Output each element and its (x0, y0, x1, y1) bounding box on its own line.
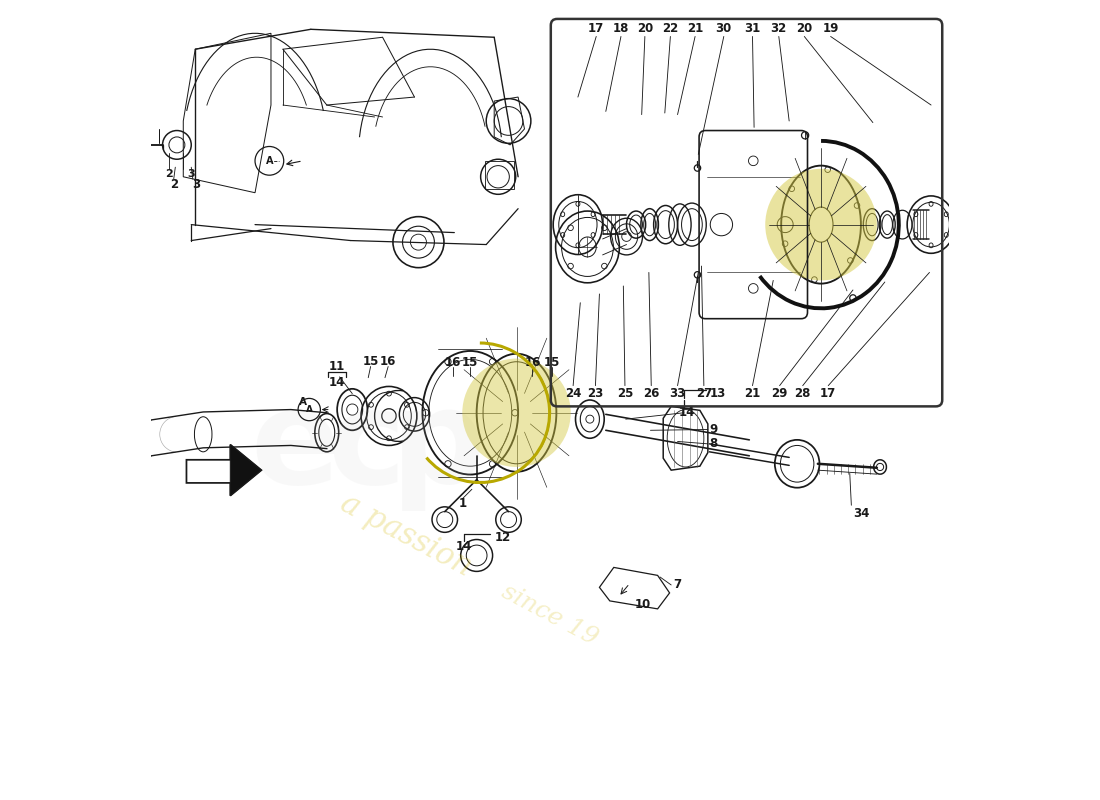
Text: 15: 15 (362, 355, 378, 368)
Text: a passion: a passion (336, 488, 477, 583)
Text: 21: 21 (745, 387, 760, 400)
Text: 8: 8 (710, 438, 717, 450)
Text: 18: 18 (613, 22, 629, 35)
Text: 3: 3 (192, 178, 200, 191)
Text: 22: 22 (662, 22, 679, 35)
Text: 2: 2 (169, 178, 178, 191)
Text: 19: 19 (823, 22, 839, 35)
Text: e: e (250, 384, 340, 511)
Text: 17: 17 (821, 387, 836, 400)
Text: p: p (392, 384, 485, 511)
Text: A: A (306, 405, 312, 414)
Text: 1: 1 (459, 497, 466, 510)
Text: 14: 14 (455, 540, 472, 553)
Text: 7: 7 (673, 578, 682, 591)
Text: 26: 26 (644, 387, 659, 400)
Text: 31: 31 (745, 22, 760, 35)
Circle shape (766, 169, 877, 281)
Text: 15: 15 (543, 356, 560, 369)
Text: 30: 30 (716, 22, 732, 35)
Text: 3: 3 (187, 170, 195, 179)
Text: 25: 25 (617, 387, 634, 400)
Text: 2: 2 (165, 170, 173, 179)
Circle shape (462, 358, 571, 467)
Text: A: A (265, 156, 273, 166)
Text: 16: 16 (525, 356, 540, 369)
Text: 10: 10 (635, 598, 650, 611)
Text: 28: 28 (794, 387, 811, 400)
Text: 13: 13 (710, 387, 726, 400)
Text: 34: 34 (852, 506, 869, 520)
Polygon shape (230, 445, 262, 496)
Text: 16: 16 (444, 356, 461, 369)
Text: 32: 32 (771, 22, 786, 35)
Text: 9: 9 (710, 423, 717, 436)
Text: 17: 17 (588, 22, 604, 35)
Text: 15: 15 (462, 356, 478, 369)
Text: c: c (328, 384, 406, 511)
Text: since 19: since 19 (498, 580, 602, 650)
Text: 12: 12 (494, 530, 510, 544)
Text: 20: 20 (637, 22, 653, 35)
Text: 11: 11 (329, 360, 345, 373)
Text: 16: 16 (379, 355, 396, 368)
Text: 14: 14 (679, 406, 695, 419)
Text: 21: 21 (688, 22, 703, 35)
Text: 23: 23 (587, 387, 604, 400)
Text: 27: 27 (695, 387, 712, 400)
Text: A: A (299, 398, 307, 407)
Text: 29: 29 (771, 387, 788, 400)
Text: 24: 24 (565, 387, 581, 400)
Text: 14: 14 (329, 376, 345, 389)
Text: 33: 33 (670, 387, 685, 400)
Text: 20: 20 (796, 22, 813, 35)
